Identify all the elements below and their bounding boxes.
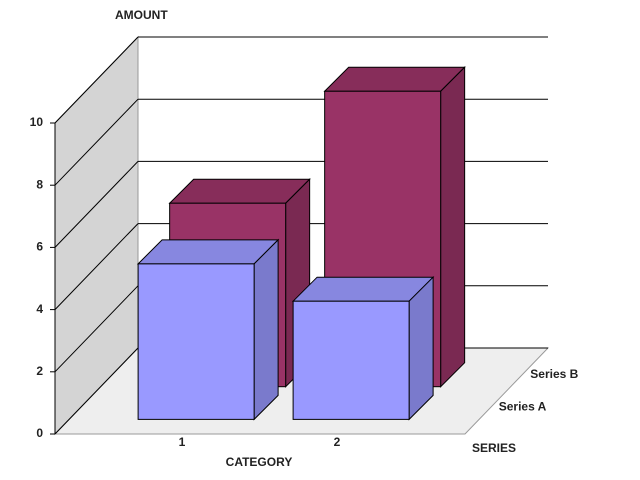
grid-line: [54, 223, 139, 310]
bar-side: [408, 275, 434, 421]
bar: [137, 263, 255, 420]
grid-line: [54, 161, 139, 248]
y-tick-label: 10: [30, 115, 44, 129]
y-tick-label: 8: [36, 177, 43, 191]
legend-label: Series A: [499, 400, 547, 414]
y-tick-label: 2: [36, 364, 43, 378]
grid-line: [54, 347, 139, 435]
y-tick-label: 0: [36, 426, 43, 440]
bar-side: [440, 66, 466, 388]
z-axis-title: SERIES: [472, 441, 516, 455]
grid-line: [54, 36, 139, 124]
bar-side: [253, 238, 279, 421]
x-tick-label: 2: [334, 435, 341, 449]
y-tick-label: 6: [36, 240, 43, 254]
grid-line: [54, 285, 139, 373]
y-axis-title: AMOUNT: [115, 8, 168, 22]
grid-line: [54, 98, 139, 186]
bar: [292, 300, 410, 420]
x-axis-title: CATEGORY: [226, 455, 293, 469]
x-tick-label: 1: [179, 435, 186, 449]
y-tick-label: 4: [36, 302, 43, 316]
legend-label: Series B: [530, 367, 578, 381]
